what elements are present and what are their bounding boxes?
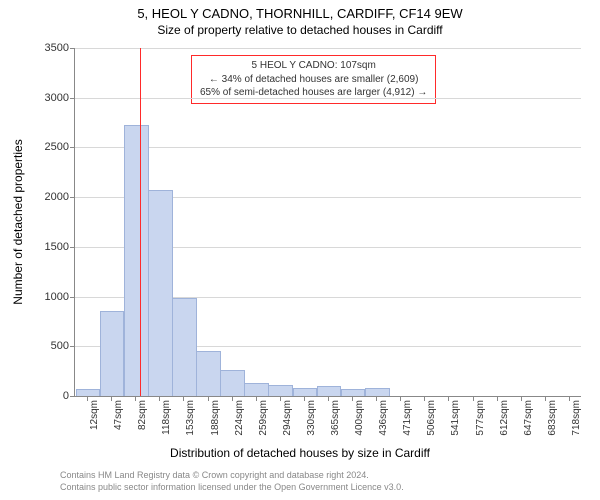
x-tick-label: 647sqm: [523, 400, 534, 436]
x-tick-mark: [521, 396, 522, 401]
x-tick-label: 224sqm: [234, 400, 245, 436]
x-tick-label: 82sqm: [137, 400, 148, 430]
x-tick-mark: [304, 396, 305, 401]
histogram-bar: [220, 370, 245, 396]
y-tick-label: 1500: [45, 241, 69, 253]
histogram-bar: [76, 389, 101, 396]
y-tick-label: 3500: [45, 42, 69, 54]
x-tick-label: 400sqm: [354, 400, 365, 436]
y-tick-mark: [70, 147, 75, 148]
histogram-bar: [124, 125, 149, 396]
x-tick-mark: [352, 396, 353, 401]
x-tick-label: 12sqm: [89, 400, 100, 430]
x-tick-label: 188sqm: [210, 400, 221, 436]
annotation-line-2: ← 34% of detached houses are smaller (2,…: [200, 73, 427, 87]
copyright-notice: Contains HM Land Registry data © Crown c…: [60, 470, 404, 493]
x-tick-mark: [328, 396, 329, 401]
annotation-box: 5 HEOL Y CADNO: 107sqm ← 34% of detached…: [191, 55, 436, 104]
copyright-line-2: Contains public sector information licen…: [60, 482, 404, 494]
x-tick-label: 541sqm: [450, 400, 461, 436]
title-address: 5, HEOL Y CADNO, THORNHILL, CARDIFF, CF1…: [0, 6, 600, 21]
histogram-bar: [244, 383, 269, 396]
x-tick-label: 577sqm: [475, 400, 486, 436]
histogram-bar: [341, 389, 366, 396]
x-tick-label: 612sqm: [499, 400, 510, 436]
y-tick-mark: [70, 346, 75, 347]
histogram-bar: [100, 311, 125, 397]
y-tick-mark: [70, 197, 75, 198]
histogram-bar: [293, 388, 318, 396]
x-tick-mark: [280, 396, 281, 401]
histogram-bar: [268, 385, 293, 396]
y-tick-label: 0: [63, 390, 69, 402]
y-tick-mark: [70, 297, 75, 298]
figure: 5, HEOL Y CADNO, THORNHILL, CARDIFF, CF1…: [0, 0, 600, 500]
x-tick-label: 259sqm: [258, 400, 269, 436]
y-tick-mark: [70, 396, 75, 397]
x-tick-label: 294sqm: [282, 400, 293, 436]
x-tick-label: 718sqm: [571, 400, 582, 436]
x-axis-title: Distribution of detached houses by size …: [0, 446, 600, 460]
x-tick-label: 506sqm: [426, 400, 437, 436]
y-tick-label: 2500: [45, 141, 69, 153]
x-tick-mark: [232, 396, 233, 401]
copyright-line-1: Contains HM Land Registry data © Crown c…: [60, 470, 404, 482]
x-tick-mark: [497, 396, 498, 401]
histogram-bar: [172, 298, 197, 396]
y-tick-label: 1000: [45, 291, 69, 303]
y-tick-mark: [70, 48, 75, 49]
x-tick-mark: [87, 396, 88, 401]
y-tick-mark: [70, 98, 75, 99]
x-tick-label: 47sqm: [113, 400, 124, 430]
gridline: [75, 147, 581, 148]
x-tick-mark: [545, 396, 546, 401]
x-tick-mark: [111, 396, 112, 401]
x-tick-label: 118sqm: [161, 400, 172, 435]
x-tick-mark: [256, 396, 257, 401]
x-tick-label: 365sqm: [330, 400, 341, 436]
y-tick-mark: [70, 247, 75, 248]
histogram-bar: [365, 388, 390, 396]
histogram-bar: [148, 190, 173, 396]
x-tick-label: 436sqm: [378, 400, 389, 436]
histogram-bar: [196, 351, 221, 396]
x-tick-label: 330sqm: [306, 400, 317, 436]
histogram-bar: [317, 386, 342, 396]
x-tick-label: 683sqm: [547, 400, 558, 436]
x-tick-mark: [473, 396, 474, 401]
gridline: [75, 48, 581, 49]
y-tick-label: 500: [51, 340, 69, 352]
y-axis-title: Number of detached properties: [11, 139, 25, 304]
x-tick-label: 471sqm: [402, 400, 413, 436]
annotation-line-1: 5 HEOL Y CADNO: 107sqm: [200, 59, 427, 73]
title-subtitle: Size of property relative to detached ho…: [0, 23, 600, 37]
chart-area: 5 HEOL Y CADNO: 107sqm ← 34% of detached…: [74, 48, 581, 397]
x-tick-label: 153sqm: [185, 400, 196, 436]
y-tick-label: 2000: [45, 191, 69, 203]
property-marker-line: [140, 48, 141, 396]
x-tick-mark: [569, 396, 570, 401]
x-tick-mark: [208, 396, 209, 401]
y-tick-label: 3000: [45, 92, 69, 104]
gridline: [75, 98, 581, 99]
